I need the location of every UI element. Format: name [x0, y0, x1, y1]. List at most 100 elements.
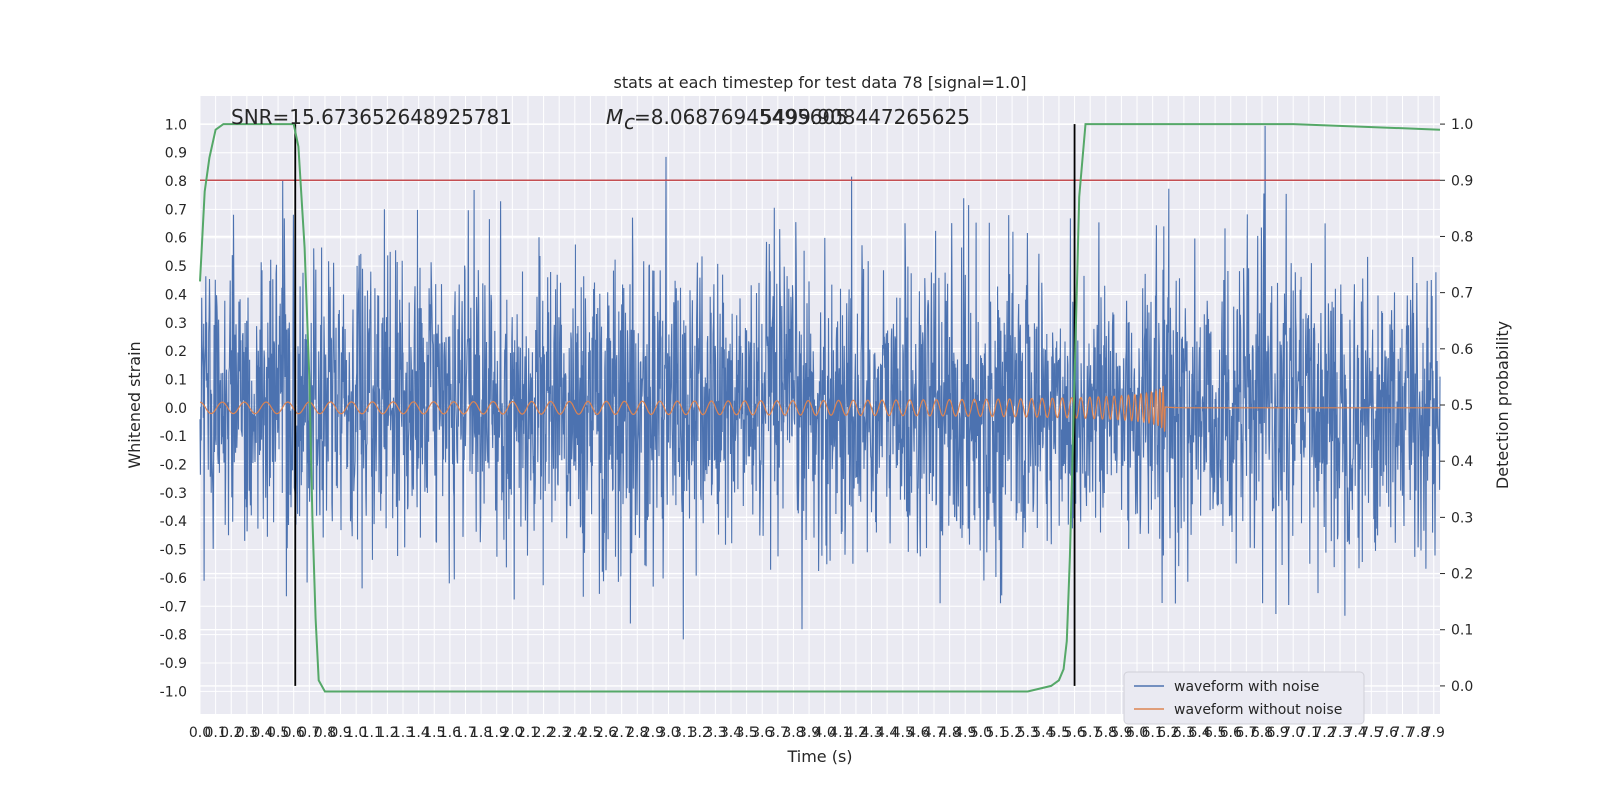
- x-tick-label: 4.2: [845, 725, 867, 741]
- x-tick-label: 6.1: [1142, 725, 1164, 741]
- x-tick-label: 2.3: [548, 725, 570, 741]
- y-right-tick-label: 0.9: [1451, 173, 1473, 189]
- x-tick-label: 5.7: [1079, 725, 1101, 741]
- x-tick-label: 5.2: [1001, 725, 1023, 741]
- x-tick-label: 6.7: [1235, 725, 1257, 741]
- x-tick-label: 2.2: [532, 725, 554, 741]
- legend-label-noise: waveform with noise: [1174, 679, 1319, 695]
- y-tick-label: 0.2: [165, 344, 187, 360]
- y-axis-label: Whitened strain: [125, 341, 144, 468]
- y-tick-label: 0.1: [165, 372, 187, 388]
- y-right-tick-label: 0.7: [1451, 286, 1473, 302]
- x-tick-label: 3.3: [704, 725, 726, 741]
- x-tick-label: 7.2: [1313, 725, 1335, 741]
- x-tick-label: 3.8: [782, 725, 804, 741]
- x-tick-label: 6.9: [1266, 725, 1288, 741]
- x-tick-label: 1.5: [423, 725, 445, 741]
- x-tick-label: 2.7: [611, 725, 633, 741]
- y-right-tick-label: 0.1: [1451, 623, 1473, 639]
- waveform-with-noise-series: [199, 125, 1441, 640]
- probability-line: [199, 123, 1441, 693]
- noise-waveform-line: [199, 125, 1441, 640]
- x-tick-label: 4.8: [938, 725, 960, 741]
- clean-waveform-line: [200, 385, 1440, 432]
- x-tick-label: 3.0: [657, 725, 679, 741]
- x-tick-label: 1.0: [345, 725, 367, 741]
- x-tick-label: 5.1: [985, 725, 1007, 741]
- y-right-axis-label: Detection probability: [1493, 321, 1512, 489]
- y-tick-label: 0.7: [165, 202, 187, 218]
- snr-annotation: SNR=15.673652648925781: [231, 105, 512, 129]
- x-tick-label: 6.3: [1173, 725, 1195, 741]
- x-tick-label: 1.4: [408, 725, 430, 741]
- y-tick-label: -0.2: [160, 458, 187, 474]
- y-tick-label: -0.7: [160, 599, 187, 615]
- x-tick-label: 1.9: [486, 725, 508, 741]
- y-right-tick-label: 0.6: [1451, 342, 1473, 358]
- x-tick-label: 4.7: [923, 725, 945, 741]
- y-tick-label: 0.5: [165, 259, 187, 275]
- x-tick-label: 4.6: [907, 725, 929, 741]
- x-tick-label: 1.2: [376, 725, 398, 741]
- x-tick-label: 0.3: [236, 725, 258, 741]
- x-tick-label: 7.1: [1298, 725, 1320, 741]
- y-right-tick-label: 0.4: [1451, 454, 1473, 470]
- mc-annotation: =8.06876945495605: [634, 105, 848, 129]
- x-tick-label: 6.6: [1220, 725, 1242, 741]
- y-tick-label: 1.0: [165, 117, 187, 133]
- x-tick-label: 0.9: [329, 725, 351, 741]
- x-tick-label: 0.1: [204, 725, 226, 741]
- x-tick-label: 2.5: [579, 725, 601, 741]
- x-tick-label: 5.9: [1110, 725, 1132, 741]
- x-tick-label: 2.9: [642, 725, 664, 741]
- x-tick-label: 0.7: [298, 725, 320, 741]
- overlap-annotation: 5499.908447265625: [760, 105, 970, 129]
- x-tick-label: 3.7: [767, 725, 789, 741]
- y-tick-label: -0.6: [160, 571, 187, 587]
- x-tick-label: 7.5: [1360, 725, 1382, 741]
- x-tick-label: 6.0: [1126, 725, 1148, 741]
- x-tick-label: 6.4: [1188, 725, 1210, 741]
- y-tick-label: -0.4: [160, 514, 187, 530]
- x-tick-labels: 0.00.10.20.30.40.50.60.70.80.91.01.11.21…: [189, 725, 1445, 741]
- x-tick-label: 7.3: [1329, 725, 1351, 741]
- y-right-tick-label: 0.0: [1451, 679, 1473, 695]
- y-tick-labels: 1.0 0.9 0.8 0.7 0.6 0.5 0.4 0.3 0.2 0.1 0.0 -0.1 -0.…: [160, 117, 187, 700]
- x-tick-label: 5.8: [1095, 725, 1117, 741]
- x-tick-label: 3.4: [720, 725, 742, 741]
- x-tick-label: 7.9: [1423, 725, 1445, 741]
- x-tick-label: 0.5: [267, 725, 289, 741]
- x-tick-label: 3.5: [735, 725, 757, 741]
- y-tick-label: 0.3: [165, 316, 187, 332]
- x-tick-label: 0.6: [283, 725, 305, 741]
- x-tick-label: 6.5: [1204, 725, 1226, 741]
- legend-label-clean: waveform without noise: [1174, 702, 1342, 718]
- x-tick-label: 2.6: [595, 725, 617, 741]
- x-tick-label: 1.7: [454, 725, 476, 741]
- x-tick-label: 7.0: [1282, 725, 1304, 741]
- x-tick-label: 6.2: [1157, 725, 1179, 741]
- x-tick-label: 7.7: [1391, 725, 1413, 741]
- legend-box: [1123, 671, 1365, 725]
- x-tick-label: 5.5: [1048, 725, 1070, 741]
- x-tick-label: 0.8: [314, 725, 336, 741]
- x-tick-label: 7.6: [1376, 725, 1398, 741]
- y-tick-label: 0.9: [165, 146, 187, 162]
- x-tick-label: 4.5: [892, 725, 914, 741]
- y-tick-label: 0.0: [165, 401, 187, 417]
- x-tick-label: 1.3: [392, 725, 414, 741]
- x-tick-label: 3.1: [673, 725, 695, 741]
- waveform-without-noise-series: [200, 385, 1440, 432]
- x-tick-label: 5.6: [1063, 725, 1085, 741]
- mc-subscript: c: [624, 110, 635, 134]
- detection-probability-series: [199, 123, 1441, 693]
- x-tick-label: 1.6: [439, 725, 461, 741]
- y-tick-label: 0.8: [165, 174, 187, 190]
- x-tick-label: 4.4: [876, 725, 898, 741]
- x-tick-label: 7.4: [1345, 725, 1367, 741]
- chart-title: stats at each timestep for test data 78 …: [614, 73, 1027, 92]
- x-tick-label: 2.4: [564, 725, 586, 741]
- y-tick-label: 0.6: [165, 231, 187, 247]
- mc-symbol: M: [606, 105, 623, 129]
- x-tick-label: 2.8: [626, 725, 648, 741]
